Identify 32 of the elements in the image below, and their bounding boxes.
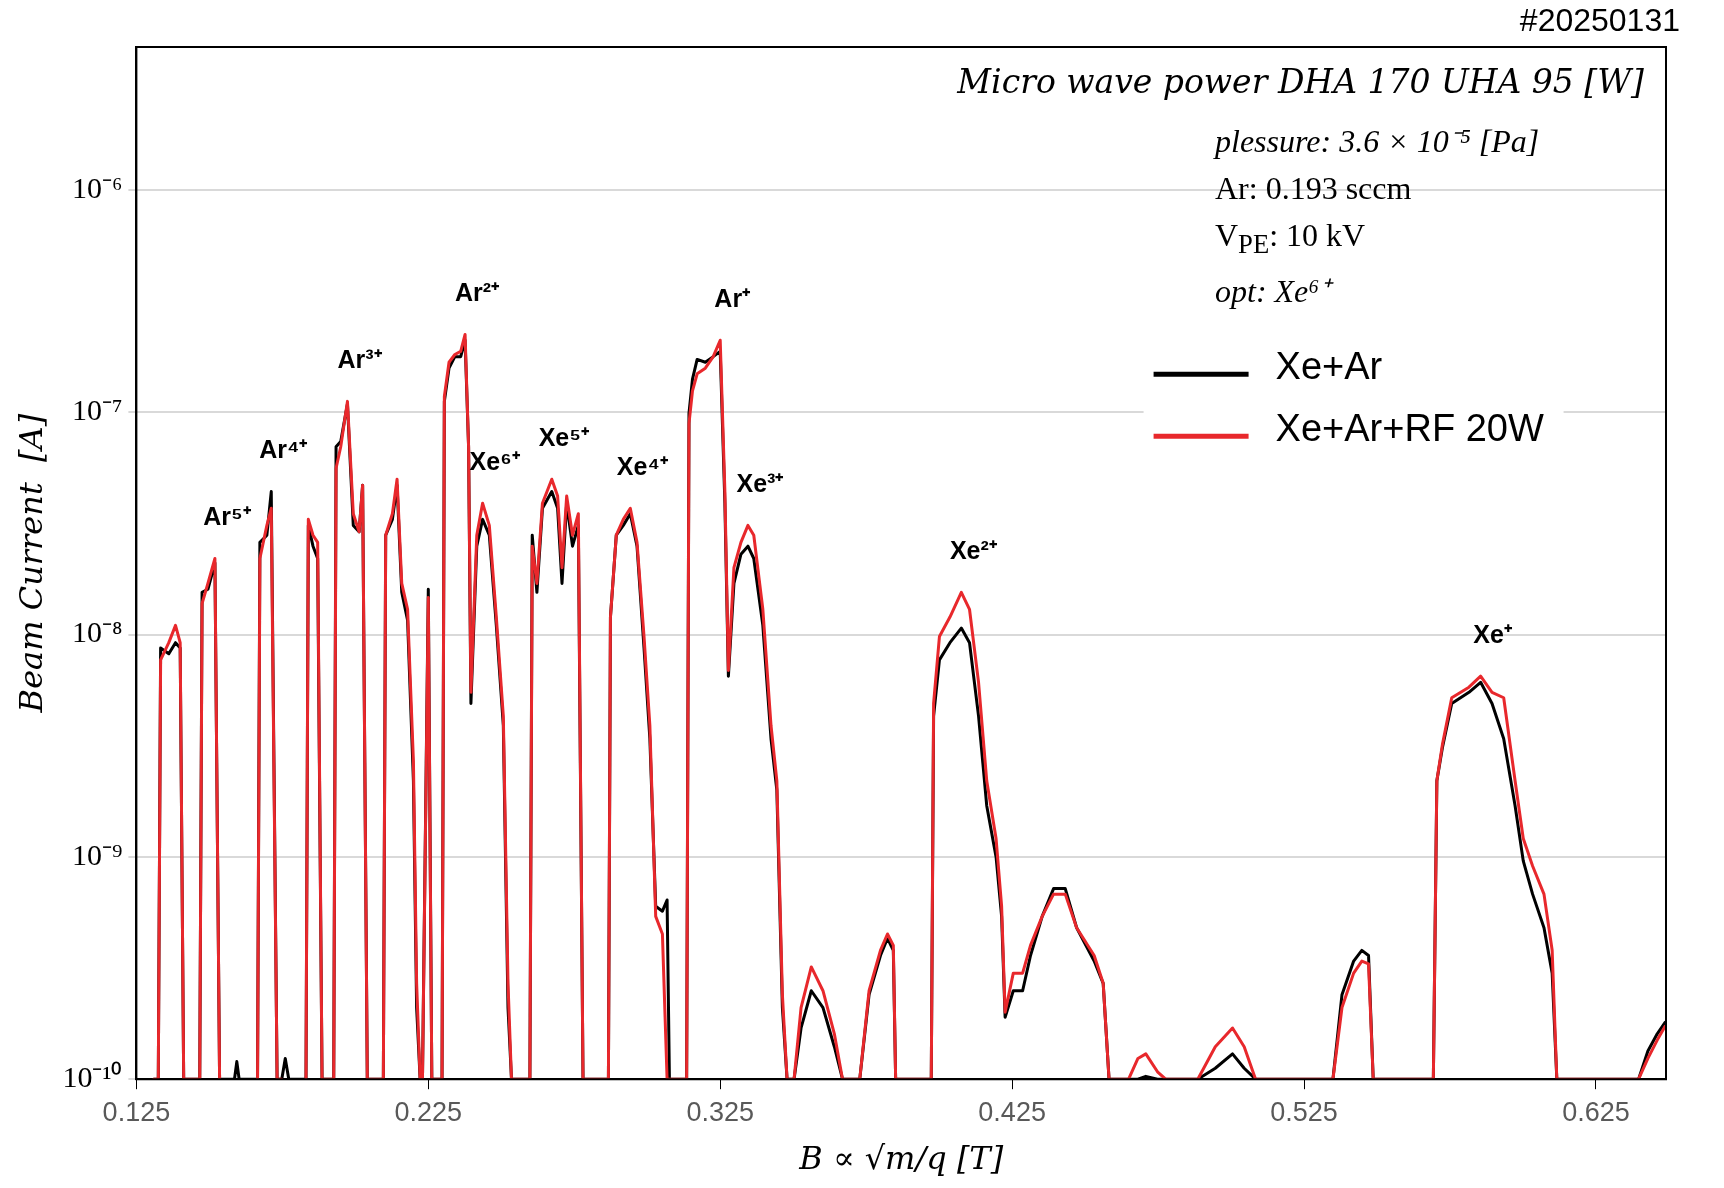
x-tick-label: 0.525 bbox=[1270, 1096, 1338, 1127]
x-tick-label: 0.425 bbox=[978, 1096, 1046, 1127]
annotation: Ar³⁺ bbox=[337, 344, 383, 373]
x-tick-label: 0.325 bbox=[686, 1096, 754, 1127]
annotation: Xe⁶⁺ bbox=[469, 446, 521, 475]
annotation: Xe⁺ bbox=[1473, 619, 1513, 648]
y-tick-label: 10⁻¹⁰ bbox=[62, 1060, 123, 1094]
annotation: Micro wave power DHA 170 UHA 95 [W] bbox=[957, 62, 1644, 101]
y-tick-label: 10⁻⁹ bbox=[71, 837, 123, 871]
y-tick-label: 10⁻⁷ bbox=[71, 393, 123, 427]
annotation: Xe⁵⁺ bbox=[538, 422, 590, 451]
annotation: Ar: 0.193 sccm bbox=[1215, 169, 1413, 208]
x-tick-label: 0.125 bbox=[102, 1096, 171, 1127]
annotation: Xe²⁺ bbox=[949, 535, 998, 564]
x-tick-label: 0.225 bbox=[394, 1096, 463, 1127]
annotation: opt: Xe⁶⁺ bbox=[1215, 272, 1335, 312]
legend-label: Xe+Ar bbox=[1275, 344, 1383, 387]
x-tick-label: 0.625 bbox=[1562, 1096, 1630, 1127]
legend-label: Xe+Ar+RF 20W bbox=[1275, 406, 1544, 449]
annotation: Ar⁵⁺ bbox=[203, 501, 252, 530]
y-tick-label: 10⁻⁸ bbox=[71, 615, 123, 649]
annotation: Xe⁴⁺ bbox=[616, 451, 669, 480]
x-axis-title: B ∝ √m/q [T] bbox=[798, 1139, 1004, 1178]
annotation: Ar⁴⁺ bbox=[259, 434, 309, 463]
annotation: V$_{PE}$: 10 kV bbox=[1215, 216, 1367, 262]
annotation: Ar²⁺ bbox=[455, 277, 501, 306]
annotation: Ar⁺ bbox=[714, 283, 752, 312]
annotation: Xe³⁺ bbox=[736, 468, 785, 497]
y-axis-title: Beam Current [A] bbox=[11, 413, 50, 714]
y-tick-label: 10⁻⁶ bbox=[71, 170, 123, 204]
annotation: plessure: 3.6 × 10⁻⁵ [Pa] bbox=[1215, 122, 1540, 161]
text: #20250131 bbox=[1519, 2, 1680, 39]
